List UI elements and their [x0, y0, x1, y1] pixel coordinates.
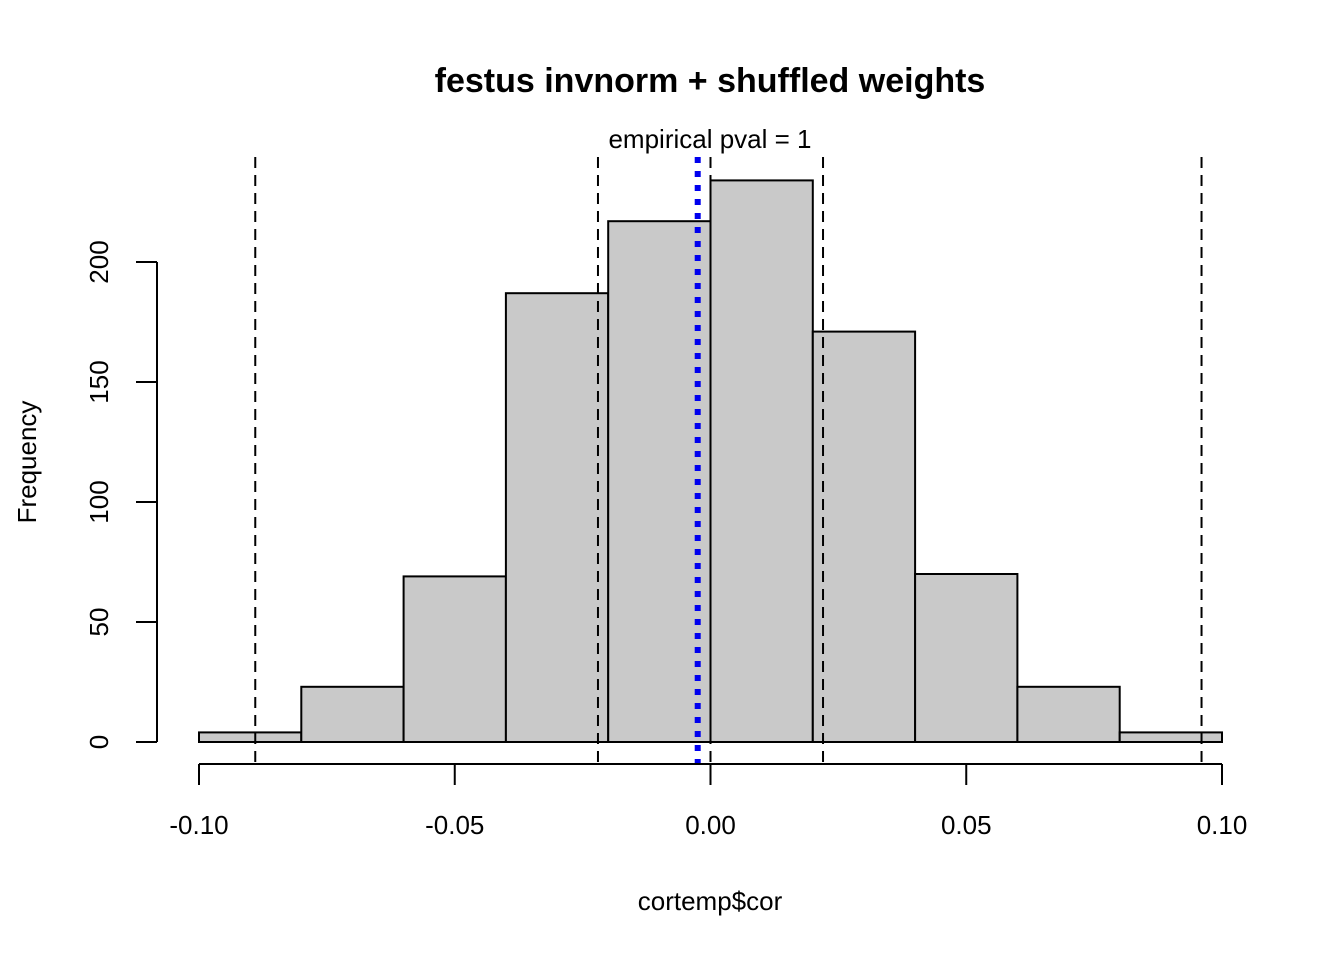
chart-title: festus invnorm + shuffled weights — [435, 62, 986, 100]
y-tick-label: 100 — [84, 480, 114, 523]
x-tick-label: -0.10 — [169, 810, 228, 840]
histogram-bar — [811, 330, 917, 743]
histogram-bar — [198, 731, 303, 744]
x-tick-label: 0.10 — [1197, 810, 1248, 840]
x-axis: -0.10 -0.05 0.00 0.05 0.10 — [169, 763, 1248, 840]
x-tick-label: 0.00 — [685, 810, 736, 840]
reference-lines — [254, 157, 1203, 766]
histogram-bar — [1118, 731, 1223, 744]
histogram-bar — [402, 575, 507, 744]
histogram-bar — [709, 179, 814, 743]
histogram-bar — [607, 220, 712, 743]
x-tick-label: -0.05 — [425, 810, 484, 840]
histogram-bars — [198, 179, 1223, 744]
y-tick-label: 0 — [84, 735, 114, 749]
y-tick-label: 50 — [84, 608, 114, 637]
y-tick-label: 200 — [84, 240, 114, 283]
y-axis: 0 50 100 150 200 — [84, 240, 158, 749]
y-axis-label: Frequency — [12, 401, 42, 524]
histogram-bar — [300, 685, 405, 743]
x-axis-label: cortemp$cor — [638, 886, 783, 916]
y-tick-label: 150 — [84, 360, 114, 403]
histogram-bar — [914, 573, 1019, 743]
chart-subtitle: empirical pval = 1 — [608, 124, 811, 154]
histogram-bar — [504, 292, 610, 743]
histogram-bar — [1016, 685, 1121, 743]
x-tick-label: 0.05 — [941, 810, 992, 840]
